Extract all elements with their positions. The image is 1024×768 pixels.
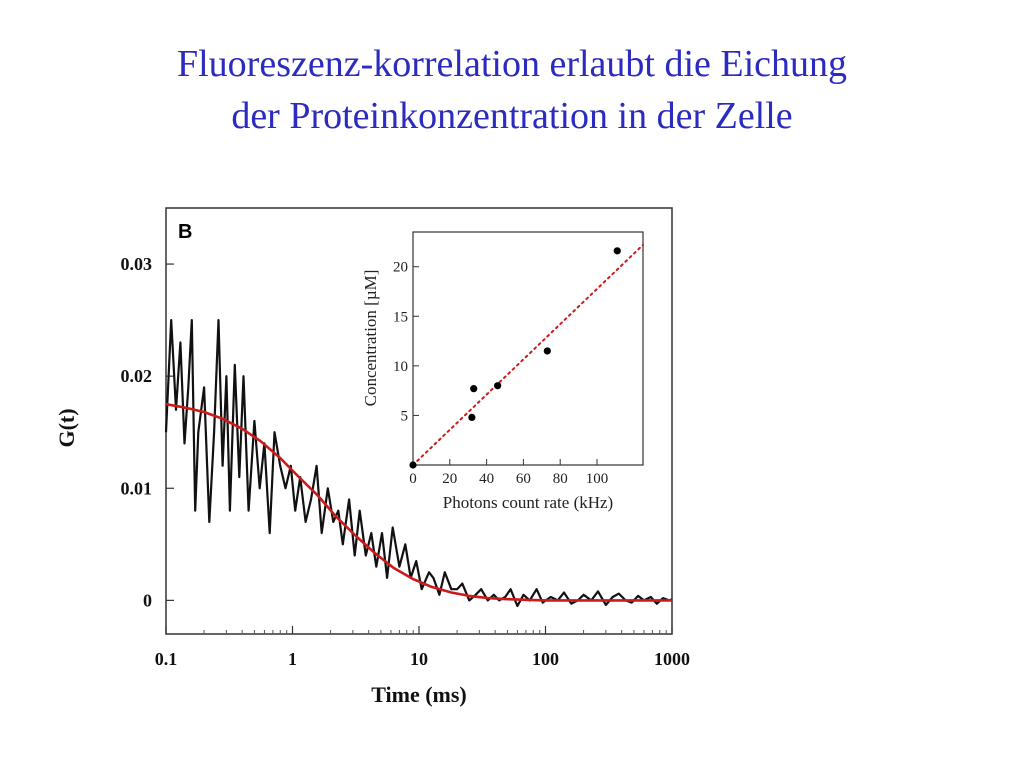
panel-label: B — [178, 221, 192, 243]
main-y-tick-label: 0.03 — [121, 254, 153, 274]
inset-fit-line — [412, 243, 644, 466]
inset-x-tick-label: 80 — [553, 471, 568, 487]
slide-title-line-2: der Proteinkonzentration in der Zelle — [231, 95, 793, 137]
slide-title-line-1: Fluoreszenz-korrelation erlaubt die Eich… — [176, 43, 848, 85]
inset-y-tick-label: 5 — [401, 408, 409, 424]
inset-plot-frame — [412, 231, 644, 466]
inset-data-point — [468, 413, 476, 422]
inset-y-tick-labels: 5 10 15 20 — [393, 260, 408, 425]
inset-data-point — [543, 347, 551, 355]
inset-x-tick-label: 100 — [586, 471, 609, 487]
inset-axis-ticks — [412, 266, 598, 465]
main-x-tick-labels: 0.1 1 10 100 1000 — [155, 649, 690, 669]
inset-data-point — [409, 461, 417, 469]
main-x-tick-label: 1000 — [654, 649, 690, 669]
inset-y-tick-label: 15 — [393, 309, 408, 325]
main-x-axis-title: Time (ms) — [371, 682, 467, 707]
main-series-layer — [164, 319, 673, 608]
inset-data-point — [494, 382, 502, 390]
main-x-tick-label: 100 — [532, 649, 559, 669]
inset-y-tick-label: 10 — [393, 359, 408, 375]
main-y-tick-label: 0.01 — [121, 478, 153, 498]
main-x-tick-label: 10 — [410, 649, 428, 669]
main-x-tick-label: 0.1 — [155, 649, 178, 669]
inset-x-tick-label: 40 — [479, 471, 494, 487]
main-y-tick-label: 0.02 — [121, 366, 153, 386]
inset-x-axis-title: Photons count rate (kHz) — [443, 493, 613, 512]
slide-title: Fluoreszenz-korrelation erlaubt die Eich… — [0, 38, 1024, 142]
inset-y-axis-title: Concentration [µM] — [361, 270, 380, 407]
inset-series-layer — [409, 243, 644, 469]
inset-x-tick-label: 0 — [409, 471, 417, 487]
main-y-tick-label: 0 — [143, 590, 152, 610]
inset-y-tick-label: 20 — [393, 260, 408, 276]
inset-x-tick-labels: 0 20 40 60 80 100 — [409, 471, 608, 487]
main-y-tick-labels: 0 0.01 0.02 0.03 — [121, 254, 153, 610]
main-x-tick-label: 1 — [288, 649, 297, 669]
main-y-axis-title: G(t) — [54, 408, 79, 447]
inset-data-point — [470, 385, 478, 393]
inset-x-tick-label: 60 — [516, 471, 531, 487]
fit-curve-line — [165, 402, 672, 602]
inset-x-tick-label: 20 — [442, 471, 457, 487]
main-axis-ticks — [165, 263, 673, 634]
inset-data-point — [613, 247, 621, 255]
